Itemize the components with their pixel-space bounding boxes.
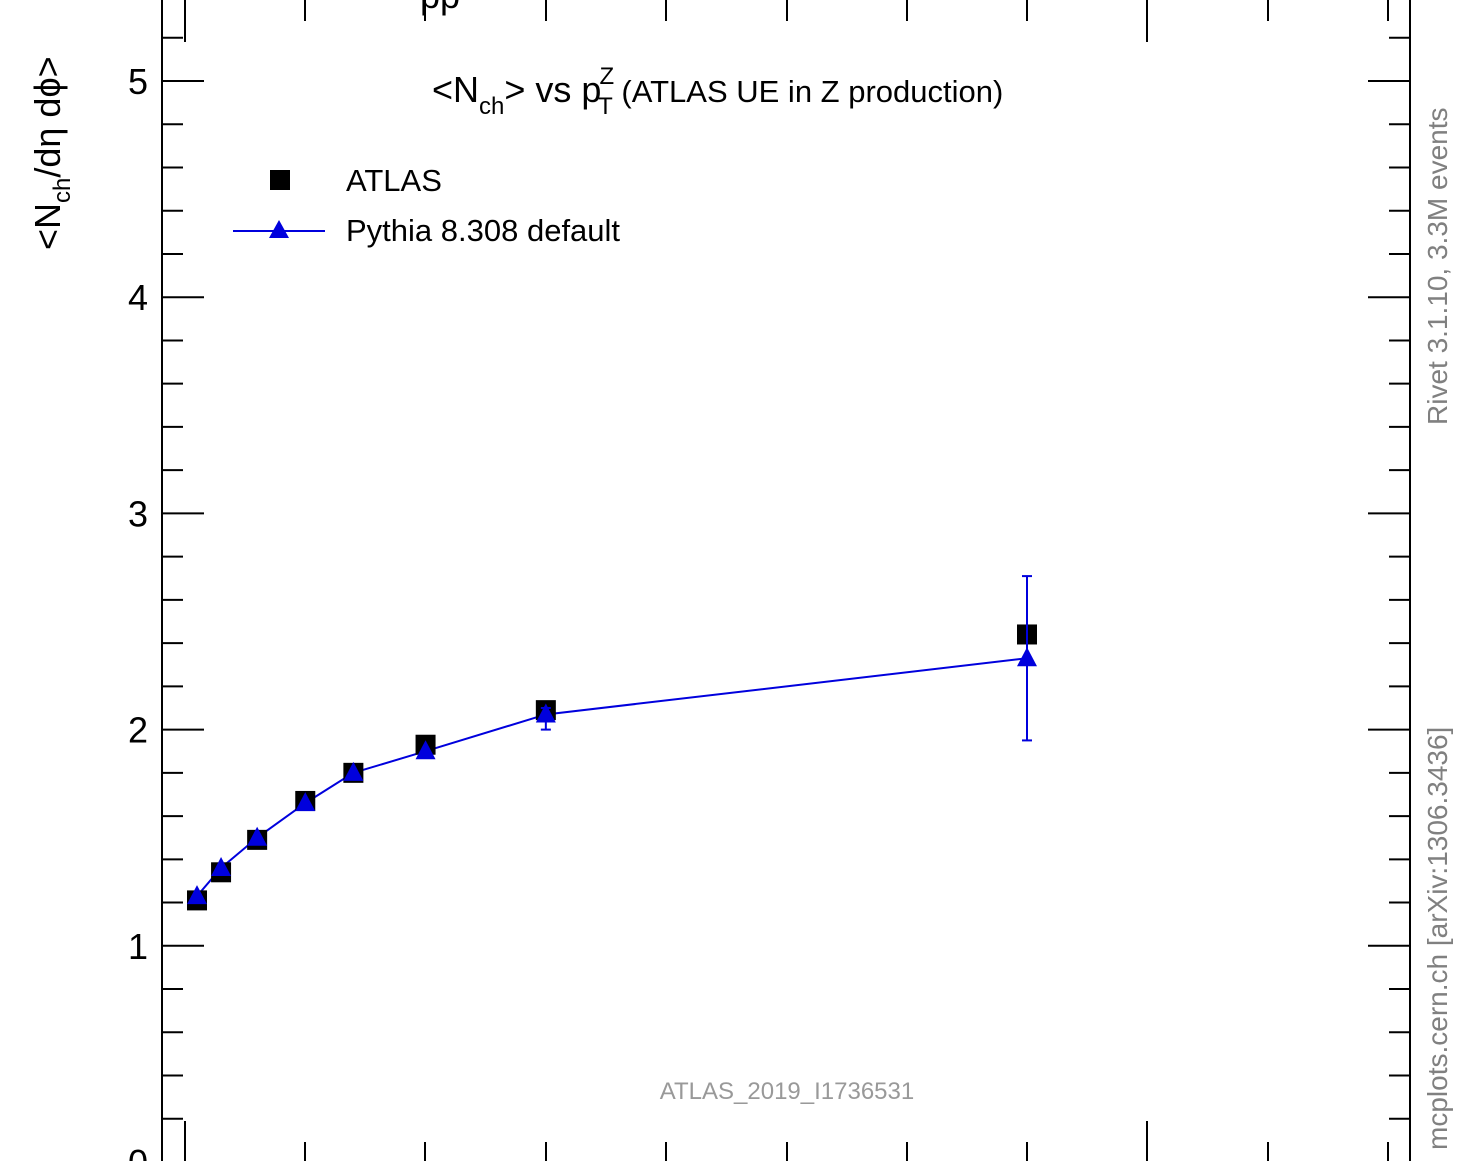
plot-frame [161, 0, 1411, 1161]
rivet-info: Rivet 3.1.10, 3.3M events [1422, 107, 1453, 425]
pythia-point [247, 826, 268, 846]
pythia-point [343, 761, 364, 781]
y-tick-label: 4 [128, 277, 148, 318]
y-tick-label: 5 [128, 61, 148, 102]
y-tick-labels: 0 1 2 3 4 5 [128, 61, 148, 1161]
pythia-point [535, 703, 556, 723]
legend-marker-pythia [269, 220, 289, 238]
y-tick-label: 2 [128, 710, 148, 751]
legend-marker-atlas [270, 170, 290, 190]
pythia-line [196, 657, 1028, 897]
axis-ticks [162, 0, 1410, 1161]
page-title: pp [420, 0, 460, 16]
y-tick-label: 3 [128, 493, 148, 534]
pythia-point [415, 740, 436, 760]
plot-title: <Nch> vs pZ T (ATLAS UE in Z production) [432, 63, 1003, 120]
legend: ATLAS Pythia 8.308 default [233, 163, 620, 248]
pythia-point [187, 885, 207, 905]
y-tick-label: 0 [128, 1142, 148, 1161]
y-tick-label: 1 [128, 926, 148, 967]
mcplots-credit: mcplots.cern.ch [arXiv:1306.3436] [1422, 727, 1453, 1150]
y-axis-title: <Nch/dη dϕ> [27, 56, 76, 250]
pythia-point [1017, 647, 1037, 667]
pythia-point [211, 856, 232, 876]
legend-label-atlas: ATLAS [346, 163, 442, 198]
pythia-point [295, 792, 316, 812]
data-series [187, 575, 1037, 911]
legend-label-pythia: Pythia 8.308 default [346, 213, 620, 248]
analysis-watermark: ATLAS_2019_I1736531 [660, 1078, 914, 1105]
